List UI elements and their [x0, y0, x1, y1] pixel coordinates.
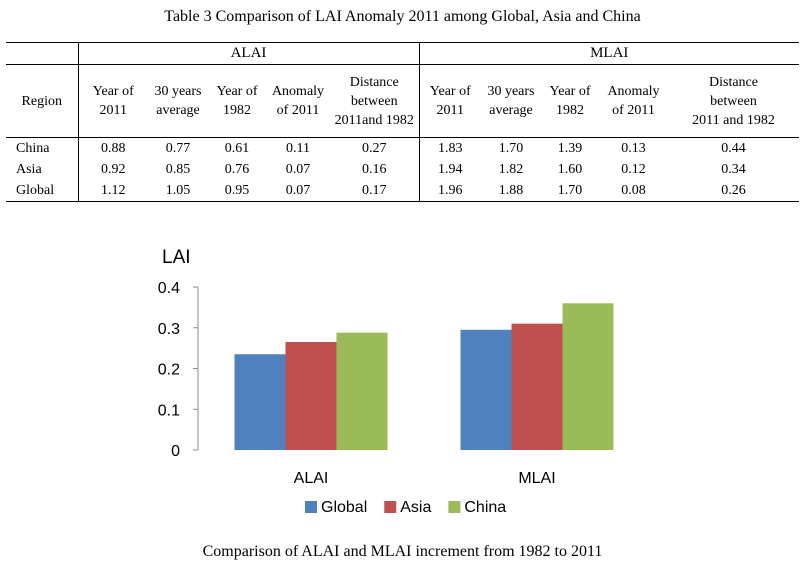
table-cell: 0.16 — [362, 162, 387, 177]
legend-label-global: Global — [321, 499, 367, 516]
x-category-label: ALAI — [294, 470, 329, 487]
table-cell: 0.07 — [266, 180, 330, 202]
bar-asia-mlai — [511, 323, 563, 450]
table-cell: 0.44 — [721, 141, 746, 156]
table-cell: 1.12 — [77, 180, 148, 202]
table-cell: 0.07 — [285, 162, 311, 177]
table-cell: 0.76 — [224, 162, 250, 177]
mlai-anomaly-header: Anomaly of 2011 — [599, 64, 668, 138]
chart-caption: Comparison of ALAI and MLAI increment fr… — [202, 543, 603, 560]
mlai-group-header: MLAI — [418, 42, 799, 65]
x-axis-labels: ALAI MLAI — [294, 470, 556, 487]
bar-china-mlai — [562, 303, 614, 450]
table-row-china: China 0.88 0.77 0.61 0.11 0.27 1.83 1.70… — [6, 137, 799, 159]
table-cell: 1.82 — [498, 162, 524, 177]
table-cell: 0.88 — [77, 137, 148, 159]
table-row-global: Global 1.12 1.05 0.95 0.07 0.17 1.96 1.8… — [6, 180, 799, 202]
table-title: Table 3 Comparison of LAI Anomaly 2011 a… — [164, 8, 641, 25]
y-axis-label: LAI — [162, 247, 191, 268]
legend-label-asia: Asia — [400, 499, 431, 516]
y-tick-label: 0.1 — [158, 402, 180, 419]
bar-global-alai — [234, 354, 286, 450]
table-cell: 0.17 — [330, 180, 419, 202]
chart-legend: Global Asia China — [305, 499, 506, 516]
table-cell: 0.92 — [77, 159, 148, 180]
alai-year1982-header: Year of 1982 — [208, 64, 266, 138]
lai-comparison-table: ALAI MLAI Region Year of 2011 30 years ave… — [6, 42, 799, 202]
table-cell: 0.27 — [362, 141, 387, 156]
alai-30yr-average-header: 30 years average — [148, 64, 208, 138]
table-cell: 0.95 — [208, 180, 266, 202]
region-cell: China — [16, 141, 50, 156]
table-cell: 0.26 — [668, 180, 799, 202]
mlai-year1982-header: Year of 1982 — [541, 64, 599, 138]
mlai-year2011-header: Year of 2011 — [418, 64, 481, 138]
table-cell: 1.83 — [418, 137, 481, 159]
table-cell: 1.70 — [541, 180, 599, 202]
y-tick-label: 0.4 — [158, 280, 180, 297]
y-axis-ticks: 0 0.1 0.2 0.3 0.4 — [158, 280, 198, 460]
table-cell: 0.13 — [621, 141, 646, 156]
region-column-header: Region — [6, 64, 78, 138]
legend-swatch-global — [305, 501, 317, 513]
legend-swatch-asia — [384, 501, 397, 513]
bar-series — [234, 303, 614, 450]
x-category-label: MLAI — [518, 470, 555, 487]
table-cell: 0.34 — [721, 162, 746, 177]
alai-anomaly-header: Anomaly of 2011 — [266, 64, 330, 138]
table-cell: 0.11 — [286, 141, 310, 156]
y-tick-label: 0.2 — [158, 362, 180, 379]
alai-distance-header: Distance between 2011and 1982 — [330, 64, 419, 138]
bar-china-alai — [336, 332, 388, 450]
table-cell: 0.08 — [599, 180, 668, 202]
legend-swatch-china — [448, 501, 461, 513]
alai-group-header: ALAI — [77, 42, 419, 65]
table-corner-cell — [6, 42, 78, 65]
bar-global-mlai — [460, 329, 512, 450]
table-cell: 1.39 — [557, 141, 583, 156]
table-cell: 0.77 — [165, 141, 191, 156]
table-cell: 0.85 — [165, 162, 191, 177]
table-cell: 1.60 — [557, 162, 583, 177]
table-row-asia: Asia 0.92 0.85 0.76 0.07 0.16 1.94 1.82 … — [6, 159, 799, 180]
region-cell: Global — [6, 180, 78, 202]
table-cell: 0.12 — [621, 162, 646, 177]
mlai-30yr-average-header: 30 years average — [481, 64, 541, 138]
table-cell: 1.88 — [481, 180, 541, 202]
bar-asia-alai — [285, 342, 337, 450]
table-cell: 1.94 — [418, 159, 481, 180]
y-tick-label: 0 — [171, 443, 180, 460]
lai-increment-bar-chart: LAI 0 0.1 0.2 0.3 0.4 ALAI MLAI Global Asia Chi… — [158, 247, 614, 516]
table-cell: 0.61 — [224, 141, 250, 156]
mlai-distance-header: Distance between 2011 and 1982 — [668, 64, 799, 138]
table-cell: 1.96 — [418, 180, 481, 202]
legend-label-china: China — [464, 499, 506, 516]
region-cell: Asia — [16, 162, 42, 177]
y-tick-label: 0.3 — [158, 321, 180, 338]
alai-year2011-header: Year of 2011 — [77, 64, 148, 138]
table-cell: 1.70 — [498, 141, 524, 156]
table-cell: 1.05 — [148, 180, 208, 202]
